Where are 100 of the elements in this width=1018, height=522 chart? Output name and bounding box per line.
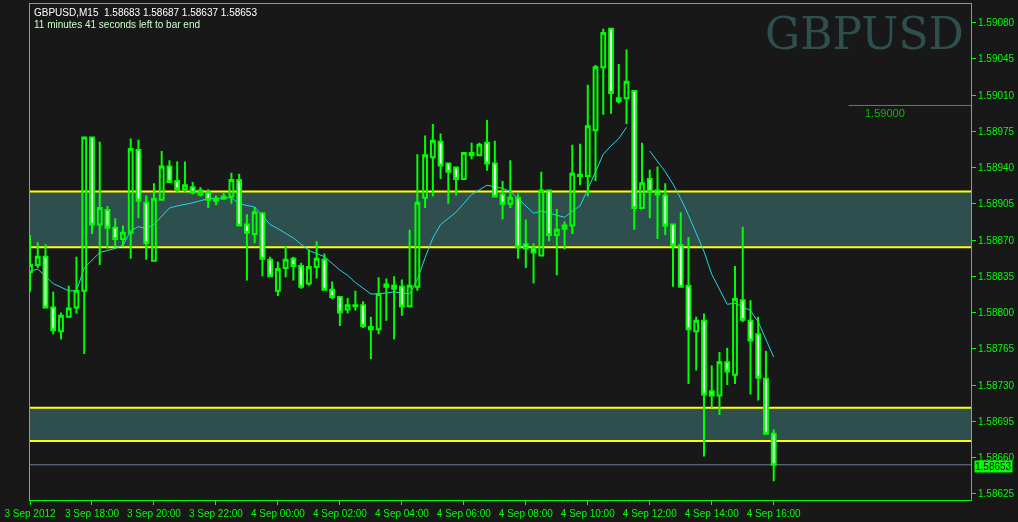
x-tick-label: 4 Sep 08:00 bbox=[498, 508, 554, 519]
candlestick bbox=[460, 151, 467, 182]
candlestick bbox=[677, 211, 684, 288]
y-tick-label: 1.59045 bbox=[978, 53, 1015, 65]
candlestick bbox=[708, 364, 715, 409]
y-tick-label: 1.58800 bbox=[978, 307, 1015, 319]
y-tick-label: 1.58660 bbox=[978, 452, 1015, 464]
candlestick bbox=[484, 118, 490, 172]
candlestick bbox=[73, 255, 80, 315]
x-tick-label: 4 Sep 12:00 bbox=[622, 508, 678, 519]
candlestick bbox=[81, 136, 88, 355]
candlestick bbox=[58, 311, 64, 341]
y-tick-label: 1.58870 bbox=[978, 234, 1015, 246]
candlestick bbox=[623, 48, 630, 126]
candlestick bbox=[360, 300, 367, 330]
candlestick bbox=[631, 89, 638, 231]
y-tick-label: 1.58765 bbox=[978, 343, 1015, 355]
candlestick bbox=[491, 139, 498, 198]
x-tick-label: 4 Sep 02:00 bbox=[312, 508, 368, 519]
candlestick bbox=[89, 135, 95, 235]
candlestick bbox=[375, 276, 382, 336]
candlestick bbox=[662, 182, 669, 236]
candlestick bbox=[584, 83, 591, 198]
text: 11 minutes 41 seconds left to bar end bbox=[34, 19, 201, 30]
candlestick bbox=[34, 241, 41, 270]
y-tick-label: 1.58835 bbox=[978, 270, 1015, 282]
candlestick bbox=[553, 208, 560, 277]
candlestick bbox=[592, 64, 599, 183]
candlestick bbox=[135, 138, 142, 220]
candlestick bbox=[391, 275, 398, 341]
candlestick bbox=[112, 217, 119, 249]
candlestick bbox=[298, 261, 305, 290]
candlestick bbox=[251, 205, 258, 245]
candlestick bbox=[244, 213, 250, 282]
candlestick bbox=[398, 278, 405, 317]
x-tick-label: 3 Sep 2012 bbox=[4, 508, 57, 519]
x-tick-label: 4 Sep 16:00 bbox=[746, 508, 802, 519]
candlestick bbox=[522, 218, 529, 270]
candlestick bbox=[445, 161, 452, 205]
y-tick-label: 1.58695 bbox=[978, 415, 1015, 427]
candlestick bbox=[770, 428, 777, 483]
x-tick-label: 4 Sep 14:00 bbox=[684, 508, 740, 519]
candlestick bbox=[453, 166, 459, 197]
candlestick bbox=[530, 242, 537, 285]
y-tick-label: 1.59080 bbox=[978, 17, 1015, 29]
candlestick bbox=[670, 223, 676, 288]
candlestick bbox=[213, 194, 219, 206]
candlestick bbox=[228, 171, 235, 205]
candlestick bbox=[499, 180, 506, 221]
candlestick bbox=[143, 194, 150, 261]
candlestick bbox=[267, 255, 274, 279]
y-tick-label: 1.58905 bbox=[978, 198, 1015, 210]
candlestick bbox=[701, 312, 707, 458]
candlestick bbox=[290, 255, 297, 282]
candlestick bbox=[383, 277, 390, 322]
candlestick bbox=[577, 142, 583, 187]
candlestick bbox=[608, 27, 614, 115]
candlestick bbox=[716, 350, 723, 417]
candlestick bbox=[336, 296, 343, 328]
candlestick bbox=[329, 280, 336, 301]
candlestick bbox=[220, 191, 227, 200]
candlestick bbox=[367, 315, 374, 361]
candlestick bbox=[205, 188, 212, 209]
x-tick-label: 4 Sep 04:00 bbox=[374, 508, 430, 519]
candlestick bbox=[515, 192, 521, 260]
x-tick-label: 3 Sep 20:00 bbox=[126, 508, 182, 519]
candlestick bbox=[600, 27, 607, 116]
candlestick bbox=[437, 132, 444, 180]
y-tick-label: 1.58730 bbox=[978, 379, 1015, 391]
candlestick bbox=[104, 204, 111, 250]
candlestick bbox=[615, 63, 622, 105]
candlestick bbox=[569, 143, 576, 235]
candlestick bbox=[275, 260, 281, 298]
candlestick bbox=[747, 299, 754, 396]
candlestick bbox=[739, 225, 746, 323]
x-tick-label: 3 Sep 18:00 bbox=[65, 508, 120, 519]
candlestick bbox=[654, 165, 661, 241]
candlestick bbox=[561, 220, 568, 251]
candlestick bbox=[182, 160, 188, 194]
y-tick-label: 1.58940 bbox=[978, 162, 1015, 174]
candlestick bbox=[174, 160, 181, 194]
candlestick bbox=[151, 182, 157, 262]
candlestick bbox=[120, 224, 126, 248]
candlestick bbox=[538, 170, 545, 257]
candlestick bbox=[763, 349, 769, 435]
candlestick bbox=[282, 245, 289, 279]
candlestick bbox=[685, 235, 692, 386]
candlestick bbox=[127, 137, 134, 260]
y-tick-label: 1.58625 bbox=[978, 488, 1015, 500]
ref-line-label: 1.58653 bbox=[975, 461, 1012, 472]
candlestick bbox=[259, 212, 266, 278]
candlestick bbox=[507, 159, 514, 209]
candlestick bbox=[197, 186, 204, 198]
candlestick bbox=[476, 141, 483, 158]
candlestick bbox=[732, 264, 738, 386]
candlestick bbox=[422, 134, 428, 209]
y-tick-label: 1.59010 bbox=[978, 89, 1015, 101]
candlestick bbox=[546, 189, 552, 243]
candlestick bbox=[305, 248, 312, 287]
candlestick bbox=[639, 141, 645, 211]
